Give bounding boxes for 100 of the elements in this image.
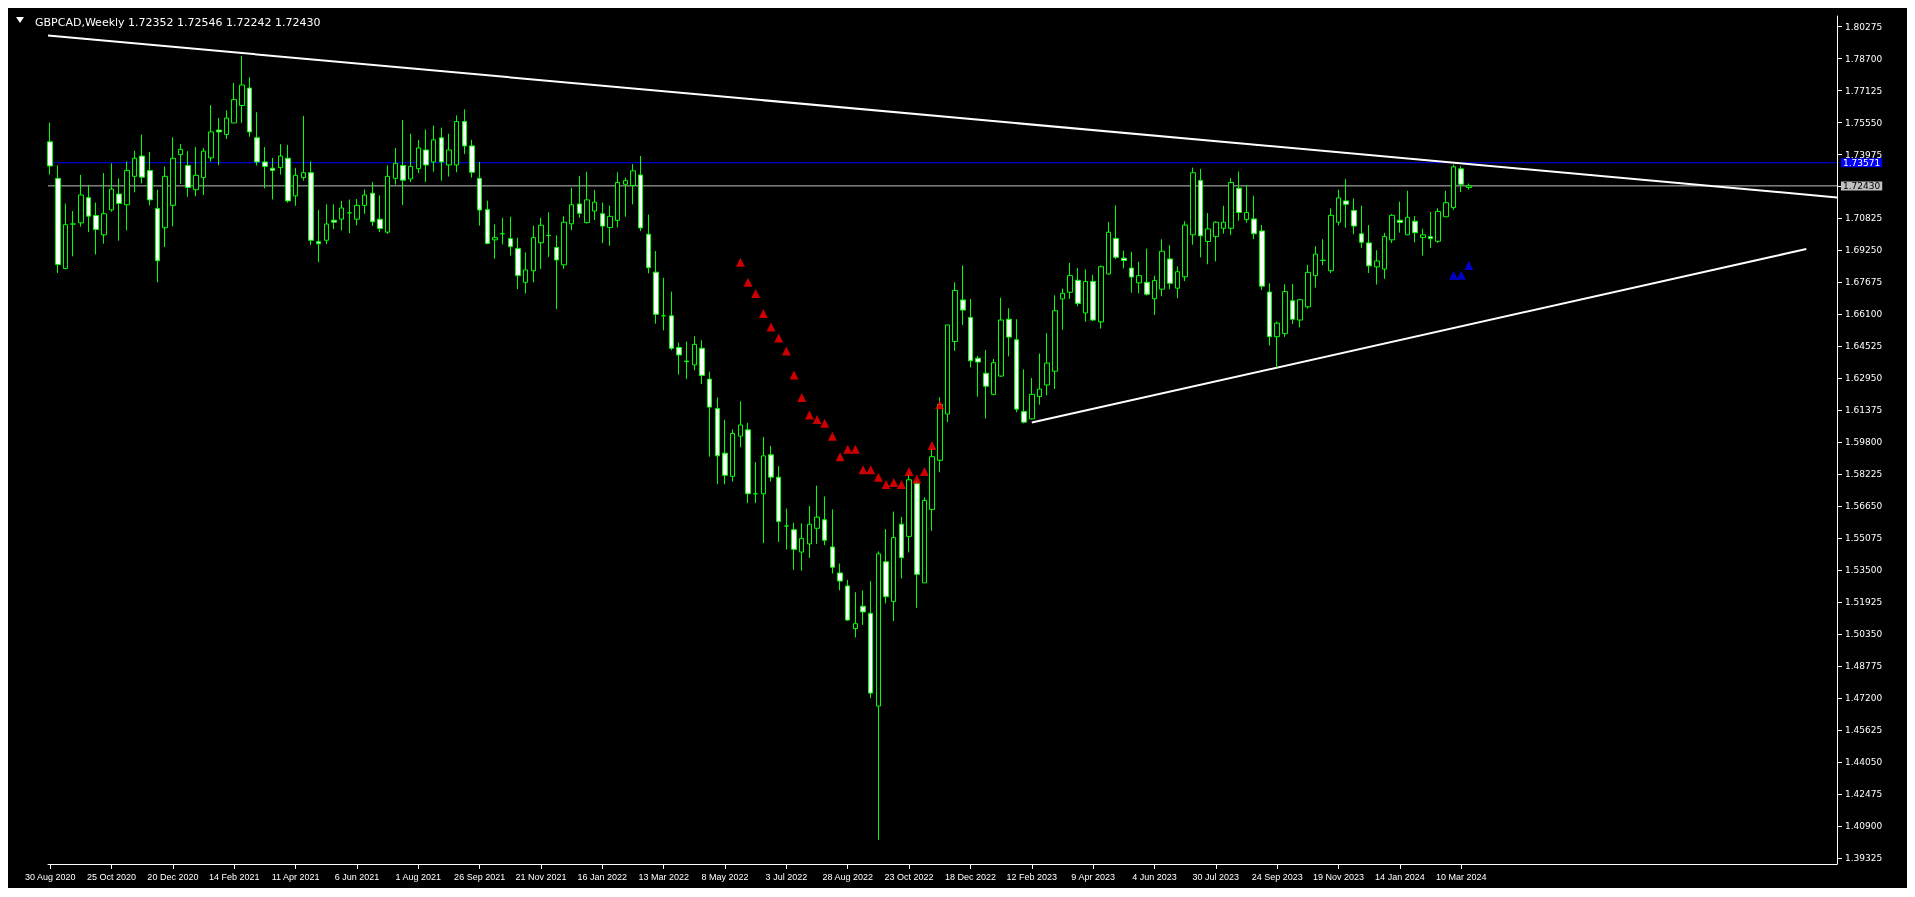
candlestick <box>561 215 567 270</box>
candlestick <box>1382 232 1387 280</box>
y-tick-label: 1.50350 <box>1845 629 1883 640</box>
candlestick <box>385 164 390 235</box>
candlestick <box>814 485 820 545</box>
candlestick <box>761 436 766 544</box>
candlestick <box>569 187 574 231</box>
candlestick <box>270 157 275 200</box>
candlestick <box>1397 201 1403 234</box>
candlestick <box>1190 167 1196 246</box>
candlestick <box>1297 298 1303 328</box>
candlestick <box>370 181 375 227</box>
candlestick <box>347 198 352 234</box>
candlestick <box>1274 320 1280 368</box>
candlestick <box>193 146 199 197</box>
candlestick <box>86 184 91 233</box>
candlestick <box>1228 177 1234 236</box>
x-tick-label: 10 Mar 2024 <box>1435 871 1487 882</box>
x-tick-label: 14 Jan 2024 <box>1375 871 1425 882</box>
candlestick <box>600 202 605 244</box>
candlestick <box>1251 195 1257 240</box>
x-tick-label: 9 Apr 2023 <box>1071 871 1115 882</box>
candlestick <box>653 250 659 325</box>
candlestick <box>393 147 398 186</box>
candlestick <box>1167 244 1173 290</box>
x-tick-label: 8 May 2022 <box>701 871 749 882</box>
x-tick-label: 21 Nov 2021 <box>515 871 567 882</box>
x-tick-label: 25 Oct 2020 <box>87 871 137 882</box>
candlestick <box>285 144 291 204</box>
candlestick <box>692 335 697 371</box>
candlestick <box>1267 282 1272 347</box>
candlestick <box>1466 183 1472 191</box>
candlestick <box>584 171 590 224</box>
point <box>789 370 799 380</box>
candlestick <box>477 161 482 227</box>
candlestick <box>1420 228 1426 256</box>
candlestick <box>661 277 666 331</box>
candlestick <box>876 550 881 841</box>
candlestick <box>400 119 406 206</box>
y-tick-label: 1.42475 <box>1845 788 1883 799</box>
candlestick <box>1175 265 1180 299</box>
candlestick <box>278 143 283 176</box>
candlestick <box>1320 238 1326 266</box>
y-tick-label: 1.58225 <box>1845 469 1883 480</box>
ref-line-label: 1.73571 <box>1843 157 1881 168</box>
candlestick <box>1412 215 1418 243</box>
candlestick <box>991 358 996 396</box>
candlestick <box>807 505 812 559</box>
candlestick <box>707 371 712 458</box>
candlestick <box>55 164 61 274</box>
candlestick <box>1121 250 1127 269</box>
point <box>812 415 822 424</box>
candlestick <box>247 76 252 138</box>
x-tick-label: 3 Jul 2022 <box>765 871 808 882</box>
point <box>827 431 837 441</box>
point <box>858 465 868 475</box>
ref-line-label: 1.72430 <box>1843 180 1881 191</box>
y-tick-label: 1.51925 <box>1845 597 1883 608</box>
candlestick <box>1328 207 1334 274</box>
candlestick <box>1435 207 1441 244</box>
point <box>797 392 807 402</box>
candlestick <box>768 445 774 483</box>
candlestick <box>998 297 1004 378</box>
candlestick <box>538 217 544 270</box>
candlestick <box>208 104 214 163</box>
x-tick-label: 16 Jan 2022 <box>577 871 628 882</box>
x-tick-label: 1 Aug 2021 <box>395 871 442 882</box>
candlestick <box>1366 224 1372 274</box>
candlestick <box>254 111 260 167</box>
x-tick-label: 4 Jun 2023 <box>1132 871 1177 882</box>
candlestick <box>577 175 582 219</box>
y-tick-label: 1.62950 <box>1845 373 1883 384</box>
candlestick <box>615 171 620 228</box>
y-tick-label: 1.66100 <box>1845 309 1883 320</box>
candlestick <box>1359 205 1364 249</box>
candlestick <box>469 139 475 179</box>
candlestick <box>891 511 896 622</box>
candlestick <box>1136 261 1142 294</box>
candlestick <box>124 161 130 231</box>
candlestick <box>607 205 613 247</box>
candlestick <box>546 211 551 258</box>
point <box>904 466 914 476</box>
candlestick <box>975 355 981 398</box>
candlestick <box>1098 264 1104 330</box>
y-tick-label: 1.78700 <box>1845 53 1883 64</box>
candlestick <box>500 217 505 245</box>
candlestick <box>531 225 536 283</box>
y-tick-label: 1.44050 <box>1845 756 1883 767</box>
candlestick <box>162 165 168 248</box>
candlestick <box>301 115 306 182</box>
candlestick <box>93 202 99 255</box>
candlestick <box>339 200 344 231</box>
candlestick <box>1129 251 1134 294</box>
candlestick <box>262 146 268 189</box>
candlestick <box>1351 197 1357 235</box>
candlestick <box>462 108 467 155</box>
candlestick <box>239 55 245 124</box>
candlestick <box>492 223 498 260</box>
candlestick <box>362 189 367 215</box>
point <box>927 440 937 450</box>
